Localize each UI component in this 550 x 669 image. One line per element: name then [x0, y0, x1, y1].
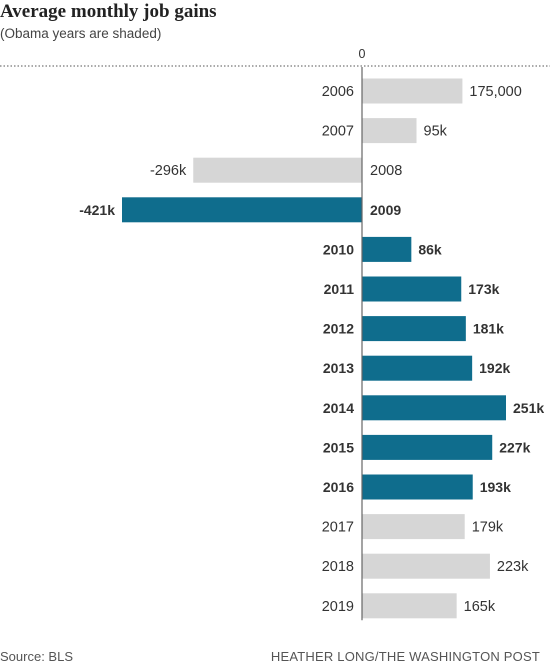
value-label-2015: 227k [499, 439, 530, 455]
value-label-2017: 179k [472, 520, 504, 536]
chart-title: Average monthly job gains [0, 1, 217, 22]
bar-2009 [122, 197, 362, 223]
bar-2015 [362, 434, 493, 460]
category-label-2010: 2010 [323, 241, 354, 257]
bar-2016 [362, 474, 473, 500]
value-label-2019: 165k [464, 599, 496, 615]
value-label-2014: 251k [513, 400, 544, 416]
category-label-2008: 2008 [370, 163, 402, 179]
category-label-2006: 2006 [322, 84, 354, 100]
value-label-2008: -296k [150, 163, 187, 179]
bar-2011 [362, 276, 462, 302]
bar-2010 [362, 236, 412, 262]
source-note: Source: BLS [0, 649, 73, 664]
bar-2017 [362, 514, 465, 540]
value-label-2016: 193k [480, 479, 511, 495]
category-label-2018: 2018 [322, 559, 354, 575]
bar-2019 [362, 593, 457, 619]
category-label-2012: 2012 [323, 321, 354, 337]
bar-2006 [362, 78, 463, 104]
value-label-2018: 223k [497, 559, 529, 575]
category-label-2007: 2007 [322, 124, 354, 140]
value-label-2009: -421k [79, 202, 115, 218]
bar-chart: 0 2006 175,000 2007 95k 2008 -296k 2009 -421k 201… [0, 47, 550, 621]
value-label-2006: 175,000 [469, 84, 521, 100]
bar-2012 [362, 316, 466, 342]
value-label-2010: 86k [418, 241, 442, 257]
category-label-2017: 2017 [322, 520, 354, 536]
credit-line: HEATHER LONG/THE WASHINGTON POST [270, 649, 540, 664]
category-label-2015: 2015 [323, 439, 354, 455]
category-label-2019: 2019 [322, 599, 354, 615]
bar-2018 [362, 553, 490, 579]
value-label-2007: 95k [424, 124, 448, 140]
bar-2008 [193, 157, 362, 183]
category-label-2014: 2014 [323, 400, 354, 416]
value-label-2013: 192k [479, 360, 510, 376]
category-label-2016: 2016 [323, 479, 354, 495]
bar-2007 [362, 118, 417, 144]
value-label-2012: 181k [473, 321, 504, 337]
bar-2013 [362, 355, 473, 381]
category-label-2009: 2009 [370, 202, 401, 218]
category-label-2011: 2011 [324, 281, 355, 297]
zero-tick-label: 0 [359, 47, 366, 61]
category-label-2013: 2013 [323, 360, 354, 376]
bar-2014 [362, 395, 506, 421]
value-label-2011: 173k [468, 281, 499, 297]
chart-subtitle: (Obama years are shaded) [0, 26, 162, 41]
